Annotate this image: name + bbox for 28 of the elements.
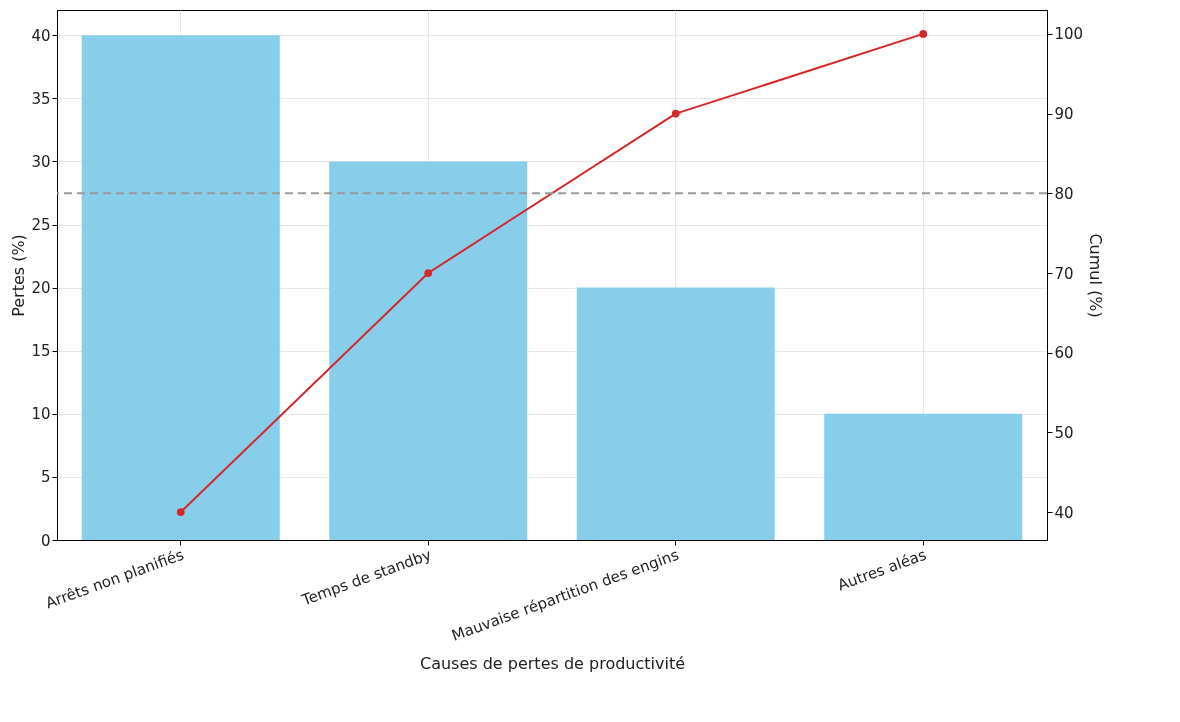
y-tick-label: 40 — [31, 26, 51, 45]
y-tick-label: 5 — [40, 468, 51, 487]
y-tick-label: 10 — [31, 405, 51, 424]
y-tick-label: 15 — [31, 342, 51, 361]
y2-tick-label: 40 — [1054, 503, 1074, 522]
bar — [329, 161, 528, 540]
y-axis-title: Pertes (%) — [9, 234, 29, 317]
x-tick-label: Autres aléas — [835, 545, 929, 595]
bar — [576, 287, 775, 540]
y2-tick-label: 60 — [1054, 344, 1074, 363]
bar — [81, 35, 280, 540]
y2-tick-label: 80 — [1054, 184, 1074, 203]
y2-tick-label: 50 — [1054, 423, 1074, 442]
y-tick-label: 35 — [31, 89, 51, 108]
bar — [824, 413, 1023, 540]
point — [919, 30, 928, 38]
y2-tick-label: 90 — [1054, 105, 1074, 124]
point — [424, 269, 433, 277]
y2-axis-title: Cumul (%) — [1086, 233, 1106, 318]
y2-tick-label: 100 — [1054, 25, 1084, 44]
y-tick-label: 20 — [31, 279, 51, 298]
x-axis-title: Causes de pertes de productivité — [419, 653, 686, 673]
y-tick-label: 0 — [40, 531, 51, 550]
y2-tick-label: 70 — [1054, 264, 1074, 283]
y-tick-label: 30 — [31, 152, 51, 171]
point — [176, 508, 185, 516]
y-tick-label: 25 — [31, 216, 51, 235]
point — [671, 109, 680, 118]
